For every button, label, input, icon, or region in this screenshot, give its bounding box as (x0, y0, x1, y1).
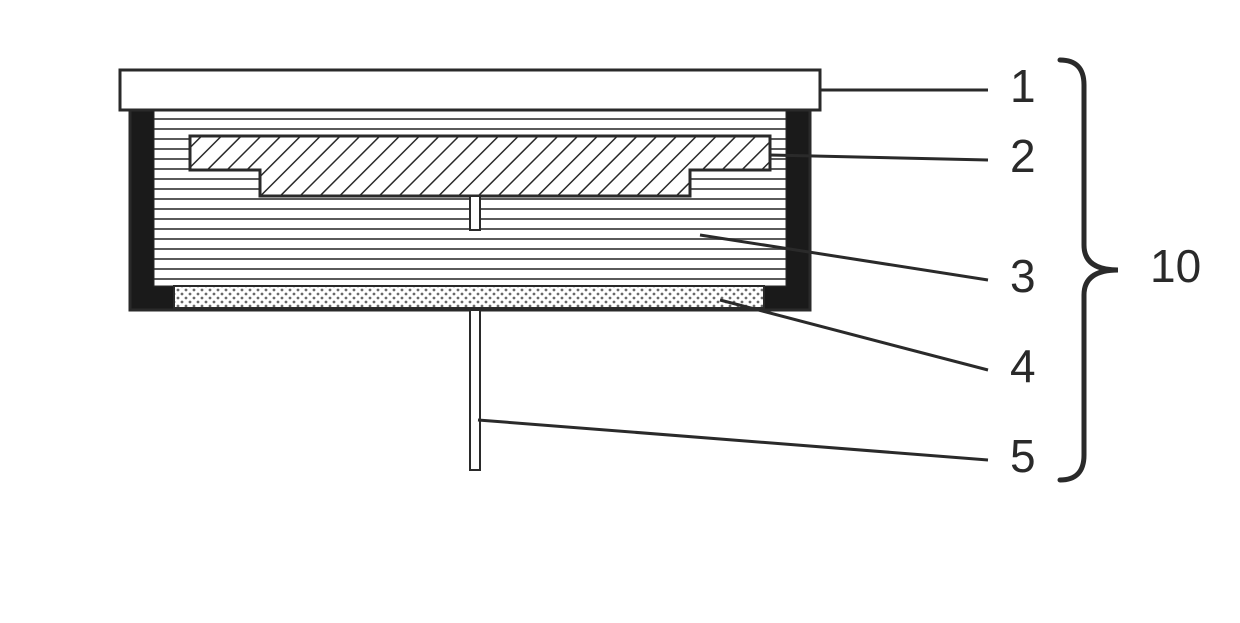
top-plate (120, 70, 820, 110)
label-4: 4 (1010, 340, 1036, 392)
lead-probe (470, 310, 480, 470)
floor-strip (174, 286, 764, 308)
label-3: 3 (1010, 250, 1036, 302)
label-5: 5 (1010, 430, 1036, 482)
leader-line-5 (478, 420, 988, 460)
hatched-element (190, 136, 770, 196)
group-label: 10 (1150, 240, 1201, 292)
leader-line-4 (720, 300, 988, 370)
cross-section-diagram (120, 70, 820, 470)
group-brace (1060, 60, 1118, 480)
label-1: 1 (1010, 60, 1036, 112)
label-2: 2 (1010, 130, 1036, 182)
inner-probe (470, 196, 480, 230)
